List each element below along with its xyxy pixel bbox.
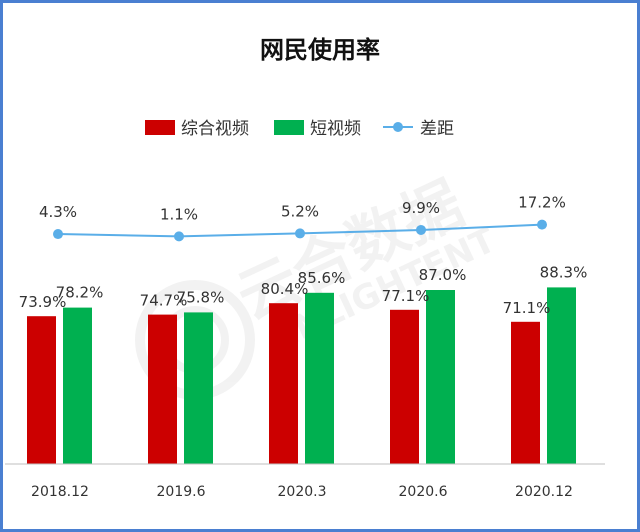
label-gap-2019.6: 1.1% xyxy=(160,205,198,223)
bar-comprehensive-video-2019.6 xyxy=(148,314,177,464)
label-comprehensive-video-2018.12: 73.9% xyxy=(19,293,67,311)
bar-short-video-2020.6 xyxy=(426,290,455,464)
label-comprehensive-video-2019.6: 74.7% xyxy=(140,292,188,310)
bar-short-video-2018.12 xyxy=(63,307,92,464)
label-short-video-2018.12: 78.2% xyxy=(56,284,104,302)
legend-label-gap: 差距 xyxy=(420,119,454,139)
x-tick-2019.6: 2019.6 xyxy=(157,484,206,500)
bar-short-video-2020.12 xyxy=(547,287,576,464)
label-short-video-2020.6: 87.0% xyxy=(419,266,467,284)
gap-point-2018.12 xyxy=(53,229,63,240)
gap-point-2020.12 xyxy=(537,219,547,230)
label-short-video-2020.3: 85.6% xyxy=(298,269,346,287)
gap-point-2020.6 xyxy=(416,224,426,235)
chart-title: 网民使用率 xyxy=(260,36,380,64)
label-gap-2020.6: 9.9% xyxy=(402,199,440,217)
gap-point-2019.6 xyxy=(174,231,184,242)
bar-comprehensive-video-2020.6 xyxy=(390,309,419,464)
x-tick-2020.3: 2020.3 xyxy=(278,484,327,500)
x-tick-2020.12: 2020.12 xyxy=(515,484,573,500)
legend-swatch-comprehensive-video xyxy=(145,120,175,135)
label-gap-2020.12: 17.2% xyxy=(518,194,566,212)
legend-swatch-short-video xyxy=(274,120,304,135)
label-comprehensive-video-2020.6: 77.1% xyxy=(382,287,430,305)
bar-comprehensive-video-2020.3 xyxy=(269,303,298,464)
label-short-video-2019.6: 75.8% xyxy=(177,288,225,306)
label-gap-2018.12: 4.3% xyxy=(39,203,77,221)
bar-short-video-2019.6 xyxy=(184,312,213,464)
bar-comprehensive-video-2020.12 xyxy=(511,321,540,464)
legend-label-comprehensive-video: 综合视频 xyxy=(181,119,249,139)
bar-short-video-2020.3 xyxy=(305,292,334,464)
x-tick-2018.12: 2018.12 xyxy=(31,484,89,500)
bars-layer xyxy=(27,287,576,464)
label-comprehensive-video-2020.12: 71.1% xyxy=(503,299,551,317)
gap-line-layer xyxy=(53,219,547,242)
legend-marker-gap xyxy=(393,122,403,132)
x-axis-ticks: 2018.12 2019.6 2020.3 2020.6 2020.12 xyxy=(31,484,573,500)
bar-comprehensive-video-2018.12 xyxy=(27,316,56,464)
label-comprehensive-video-2020.3: 80.4% xyxy=(261,280,309,298)
legend: 综合视频 短视频 差距 xyxy=(145,119,454,139)
label-gap-2020.3: 5.2% xyxy=(281,202,319,220)
label-short-video-2020.12: 88.3% xyxy=(540,263,588,281)
legend-label-short-video: 短视频 xyxy=(310,119,361,139)
x-tick-2020.6: 2020.6 xyxy=(399,484,448,500)
gap-point-2020.3 xyxy=(295,228,305,239)
labels-layer: 73.9%78.2% 74.7%75.8% 80.4%85.6% 77.1% 87.0%… xyxy=(19,194,588,317)
